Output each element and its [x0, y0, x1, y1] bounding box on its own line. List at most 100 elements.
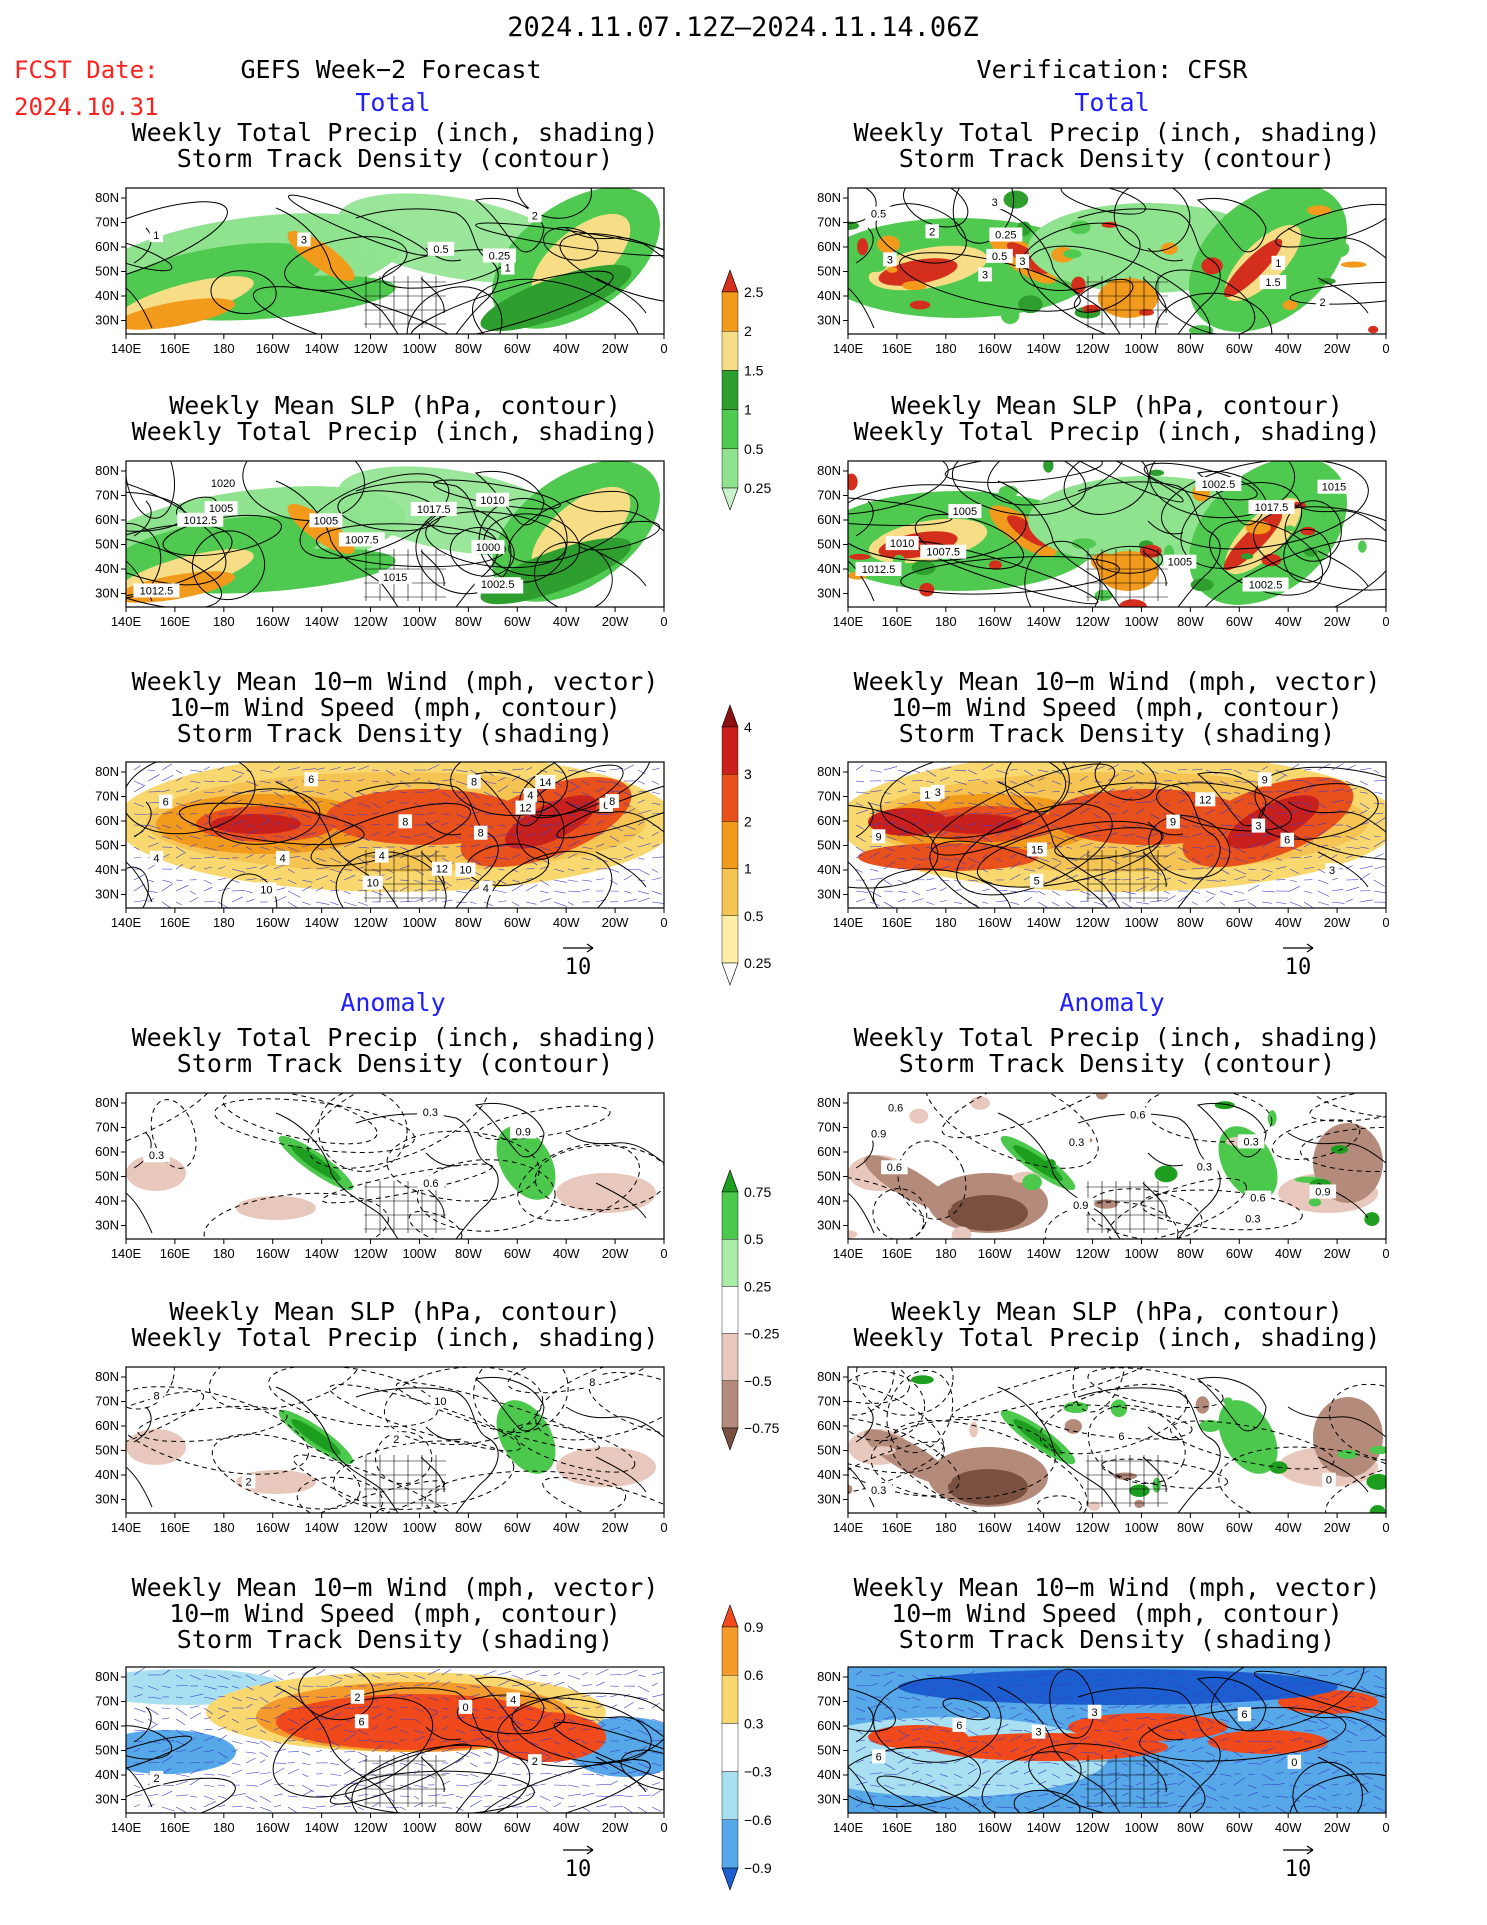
lat-tick-label: 50N — [95, 537, 119, 552]
lon-tick-label: 160W — [256, 1520, 291, 1535]
lat-tick-label: 80N — [95, 463, 119, 478]
panel-title-line: Weekly Total Precip (inch, shading) — [854, 1323, 1381, 1352]
lat-tick-label: 50N — [95, 1743, 119, 1758]
lon-tick-label: 40W — [1275, 1246, 1302, 1261]
map-panel: Weekly Mean SLP (hPa, contour)Weekly Tot… — [95, 391, 667, 629]
lat-tick-label: 50N — [817, 1443, 841, 1458]
lon-tick-label: 160E — [882, 1520, 913, 1535]
lon-tick-label: 20W — [602, 915, 629, 930]
lat-tick-label: 50N — [817, 264, 841, 279]
lat-tick-label: 30N — [95, 1792, 119, 1807]
lon-tick-label: 100W — [1124, 1520, 1159, 1535]
lon-tick-label: 120W — [354, 1520, 389, 1535]
left-total-label: Total — [355, 88, 430, 117]
contour-label: 0.3 — [149, 1150, 164, 1162]
lon-tick-label: 100W — [1124, 1246, 1159, 1261]
map-panel: Weekly Mean SLP (hPa, contour)Weekly Tot… — [817, 391, 1389, 629]
panel-title-line: Storm Track Density (contour) — [899, 144, 1336, 173]
panel-title-line: Weekly Mean 10−m Wind (mph, vector) — [132, 667, 659, 696]
lon-tick-label: 100W — [402, 1520, 437, 1535]
vector-scale-key: 10 — [563, 943, 594, 980]
map-area: 461084481210864108141264 — [125, 761, 665, 909]
contour-label: 6 — [308, 774, 314, 786]
lon-tick-label: 0 — [660, 614, 667, 629]
lon-tick-label: 140E — [833, 614, 864, 629]
lat-tick-label: 70N — [95, 1120, 119, 1135]
vector-scale-keys: 10 10 10 10 — [563, 943, 1314, 1882]
map-panel: Weekly Mean SLP (hPa, contour)Weekly Tot… — [817, 1297, 1389, 1535]
lon-tick-label: 160W — [978, 1820, 1013, 1835]
lon-tick-label: 140E — [111, 341, 142, 356]
contour-label: 3 — [1035, 1727, 1041, 1739]
lon-tick-label: 120W — [354, 341, 389, 356]
panel-title-line: Storm Track Density (shading) — [899, 1625, 1336, 1654]
coastline — [997, 1386, 1121, 1513]
lon-tick-label: 100W — [402, 614, 437, 629]
lat-tick-label: 50N — [817, 1169, 841, 1184]
lon-tick-label: 120W — [354, 1820, 389, 1835]
lon-tick-label: 160W — [978, 915, 1013, 930]
map-area: 1012.5 1010 1005 1002.5 1007.5 1017.5 1002.5 10… — [847, 460, 1387, 608]
lat-tick-label: 30N — [817, 1792, 841, 1807]
lon-tick-label: 40W — [553, 341, 580, 356]
contour-label: 2 — [532, 1756, 538, 1768]
lon-tick-label: 0 — [660, 1520, 667, 1535]
panel-title-line: Storm Track Density (shading) — [899, 719, 1336, 748]
map-area: 6 3 0 6 3 6 — [847, 1666, 1387, 1814]
lat-tick-label: 70N — [95, 789, 119, 804]
lat-tick-label: 40N — [95, 288, 119, 303]
coastline — [275, 1112, 399, 1239]
contour-label: 8 — [153, 1391, 159, 1403]
contour-label: 0 — [1326, 1475, 1332, 1487]
lon-tick-label: 180 — [213, 341, 235, 356]
contour-label: 2 — [929, 226, 935, 238]
lon-tick-label: 80W — [1177, 1520, 1204, 1535]
lon-tick-label: 160E — [160, 1520, 191, 1535]
contour-label: 2 — [1320, 297, 1326, 309]
contour-label: 0.6 — [423, 1178, 438, 1190]
lat-tick-label: 70N — [95, 215, 119, 230]
contour-label: 9 — [1262, 774, 1268, 786]
map-panel: Weekly Mean 10−m Wind (mph, vector)10−m … — [817, 1573, 1389, 1835]
lon-tick-label: 100W — [1124, 341, 1159, 356]
precip-anomaly-colorbar: 0.75 0.5 0.25 −0.25 −0.5 −0.75 — [721, 1169, 780, 1451]
lon-tick-label: 60W — [1226, 915, 1253, 930]
lon-tick-label: 160E — [160, 614, 191, 629]
lon-tick-label: 80W — [455, 1520, 482, 1535]
contour-label: 1005 — [1168, 557, 1192, 569]
lon-tick-label: 140W — [1027, 1246, 1062, 1261]
colorbar-label: 0.9 — [744, 1619, 764, 1635]
lat-tick-label: 60N — [817, 239, 841, 254]
map-area: 1 3 2 1 0.5 0.25 — [125, 187, 665, 335]
contour-label: 0.3 — [1069, 1137, 1084, 1149]
lat-tick-label: 40N — [95, 1193, 119, 1208]
lon-tick-label: 160W — [978, 1246, 1013, 1261]
contour-label: 1017.5 — [1255, 502, 1289, 514]
lat-tick-label: 30N — [95, 887, 119, 902]
lon-tick-label: 40W — [553, 1520, 580, 1535]
lon-tick-label: 0 — [1382, 1520, 1389, 1535]
fcst-date-label: FCST Date: — [14, 56, 159, 84]
panel-title-line: Weekly Mean SLP (hPa, contour) — [169, 391, 621, 420]
lon-tick-label: 80W — [455, 1246, 482, 1261]
lat-tick-label: 50N — [95, 838, 119, 853]
lon-tick-label: 20W — [1324, 614, 1351, 629]
lon-tick-label: 80W — [455, 915, 482, 930]
contour-label: 6 — [876, 1751, 882, 1763]
lon-tick-label: 140E — [833, 1246, 864, 1261]
panel-title-line: Weekly Mean SLP (hPa, contour) — [891, 391, 1343, 420]
lon-tick-label: 140W — [1027, 915, 1062, 930]
colorbar-label: 0.3 — [744, 1715, 764, 1731]
lon-tick-label: 60W — [1226, 341, 1253, 356]
colorbar-label: 4 — [744, 719, 752, 735]
lon-tick-label: 0 — [1382, 915, 1389, 930]
contour-label: 1005 — [953, 506, 977, 518]
coastline — [997, 480, 1121, 607]
lat-tick-label: 30N — [95, 1492, 119, 1507]
colorbar-label: −0.25 — [744, 1326, 780, 1342]
panel-title-line: 10−m Wind Speed (mph, contour) — [169, 1599, 621, 1628]
contour-label: 3 — [1329, 865, 1335, 877]
contour-label: 1007.5 — [926, 547, 960, 559]
contour-label: 0.6 — [1130, 1109, 1145, 1121]
